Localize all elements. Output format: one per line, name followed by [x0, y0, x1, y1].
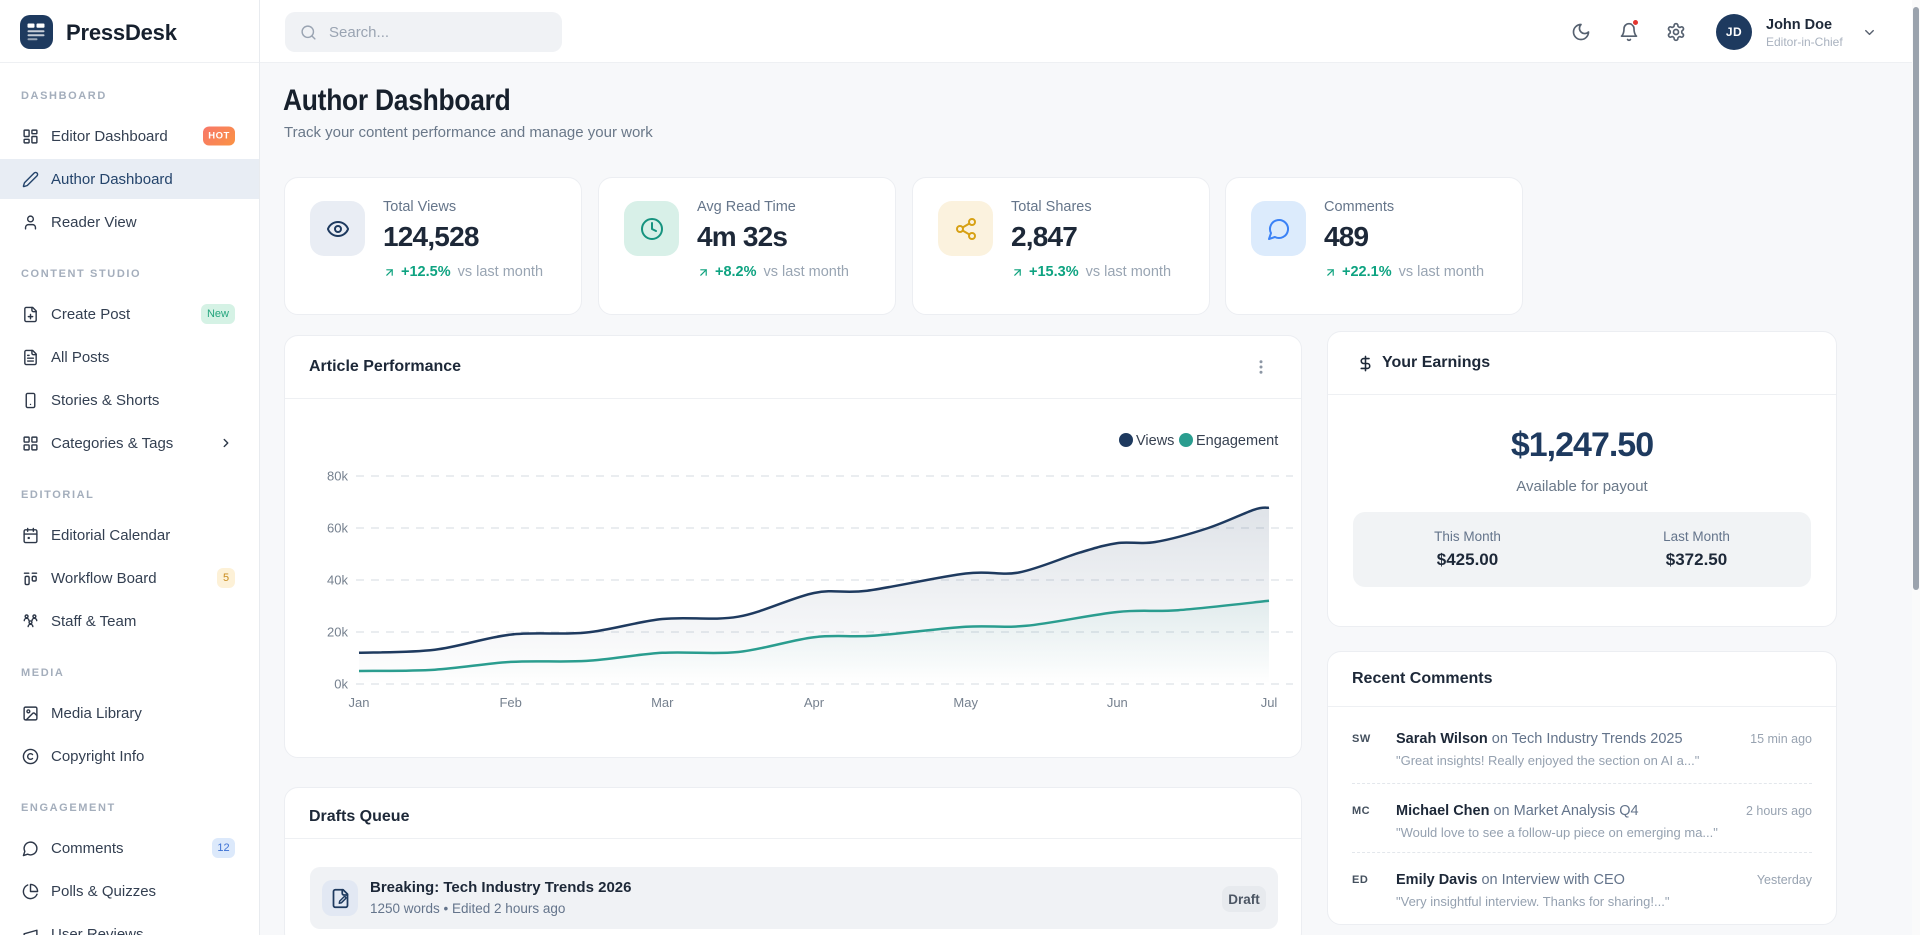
svg-text:20k: 20k — [327, 625, 348, 640]
svg-text:Mar: Mar — [651, 695, 674, 710]
svg-text:Jul: Jul — [1261, 695, 1278, 710]
svg-text:Jan: Jan — [349, 695, 370, 710]
svg-text:May: May — [953, 695, 978, 710]
svg-text:40k: 40k — [327, 573, 348, 588]
svg-text:Jun: Jun — [1107, 695, 1128, 710]
svg-text:Views: Views — [1136, 433, 1174, 449]
svg-text:Engagement: Engagement — [1196, 433, 1278, 449]
svg-text:80k: 80k — [327, 469, 348, 484]
svg-text:Apr: Apr — [804, 695, 825, 710]
svg-text:60k: 60k — [327, 521, 348, 536]
svg-text:0k: 0k — [334, 677, 348, 692]
svg-text:Feb: Feb — [499, 695, 521, 710]
